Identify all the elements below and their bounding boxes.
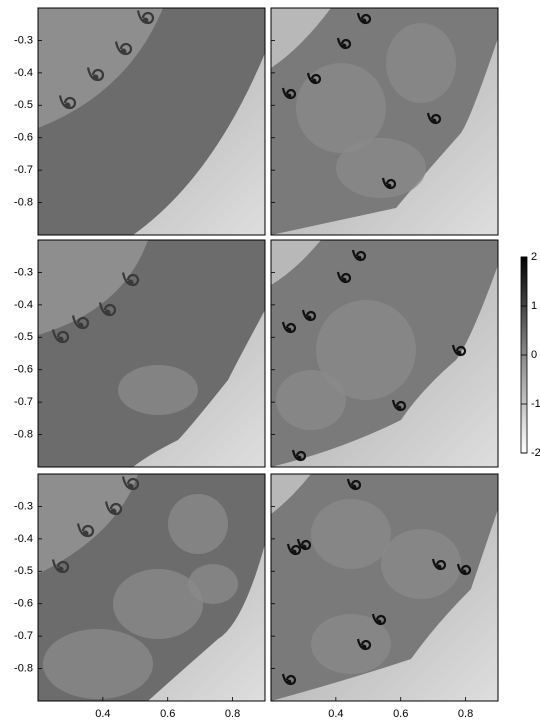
vortex-core <box>352 485 357 490</box>
panel <box>38 474 265 701</box>
colorbar-tick-label: 1 <box>531 300 537 312</box>
field <box>38 474 265 701</box>
vortex-core <box>287 328 292 333</box>
vortex-core <box>111 509 117 515</box>
y-tick-label: -0.5 <box>14 565 33 577</box>
x-tick-label: 0.6 <box>393 708 408 720</box>
light-blob <box>188 564 238 604</box>
page: -0.3 -0.4 -0.5 -0.6 -0.7 -0.8 -0.3 -0.4 -0.5 -0.6… <box>0 0 540 724</box>
vortex-core <box>307 316 312 321</box>
panel <box>271 474 498 701</box>
panel <box>38 8 265 235</box>
y-tick-label: -0.8 <box>14 428 33 440</box>
light-blob <box>276 370 346 430</box>
field <box>271 474 498 701</box>
y-tick-label: -0.7 <box>14 164 33 176</box>
vortex-core <box>437 565 442 570</box>
y-tick-label: -0.6 <box>14 364 33 376</box>
vortex-core <box>128 280 134 286</box>
vortex-core <box>312 79 317 84</box>
vortex-core <box>387 184 392 189</box>
vortex-core <box>342 278 347 283</box>
light-blob <box>311 499 391 569</box>
y-tick-label: -0.5 <box>14 99 33 111</box>
vortex-core <box>287 94 292 99</box>
y-tick-label: -0.4 <box>14 299 33 311</box>
x-tick-label: 0.6 <box>160 708 175 720</box>
panel <box>271 8 498 235</box>
y-tick-label: -0.8 <box>14 196 33 208</box>
colorbar-tick-label: 0 <box>531 349 537 361</box>
colorbar-tick-label: 2 <box>531 251 537 263</box>
y-tick-label: -0.8 <box>14 662 33 674</box>
y-tick-label: -0.6 <box>14 132 33 144</box>
light-blob <box>336 138 426 198</box>
vortex-core <box>78 323 84 329</box>
figure: -0.3 -0.4 -0.5 -0.6 -0.7 -0.8 -0.3 -0.4 -0.5 -0.6… <box>0 0 540 724</box>
y-tick-label: -0.3 <box>14 500 33 512</box>
vortex-core <box>362 19 367 24</box>
vortex-core <box>362 645 367 650</box>
y-tick-label: -0.4 <box>14 67 33 79</box>
vortex-core <box>65 103 71 109</box>
vortex-core <box>432 119 437 124</box>
x-tick-label: 0.8 <box>458 708 473 720</box>
panel <box>38 240 265 467</box>
colorbar-tick-label: -2 <box>531 447 540 459</box>
y-tick-label: -0.7 <box>14 630 33 642</box>
light-blob <box>381 529 461 599</box>
vortex-core <box>143 18 149 24</box>
light-blob <box>118 365 198 415</box>
field <box>38 240 265 467</box>
light-blob <box>43 629 153 699</box>
field <box>271 8 498 235</box>
panel <box>271 240 498 467</box>
light-blob <box>168 494 228 554</box>
vortex-core <box>397 406 402 411</box>
vortex-core <box>93 75 99 81</box>
vortex-core <box>128 484 134 490</box>
x-tick-label: 0.4 <box>95 708 110 720</box>
vortex-core <box>357 256 362 261</box>
field <box>38 8 265 235</box>
vortex-core <box>342 44 347 49</box>
vortex-core <box>58 567 64 573</box>
vortex-core <box>287 680 292 685</box>
vortex-core <box>302 545 307 550</box>
y-tick-label: -0.3 <box>14 34 33 46</box>
y-tick-label: -0.4 <box>14 533 33 545</box>
vortex-core <box>297 456 302 461</box>
panels <box>38 8 498 701</box>
vortex-core <box>457 351 462 356</box>
vortex-core <box>121 49 127 55</box>
vortex-core <box>377 620 382 625</box>
y-tick-label: -0.5 <box>14 331 33 343</box>
light-blob <box>386 23 456 103</box>
vortex-core <box>58 337 64 343</box>
field <box>271 240 498 467</box>
x-tick-label: 0.8 <box>225 708 240 720</box>
y-tick-label: -0.6 <box>14 598 33 610</box>
colorbar-tick-label: -1 <box>531 398 540 410</box>
vortex-core <box>83 531 89 537</box>
x-tick-label: 0.4 <box>328 708 343 720</box>
vortex-core <box>462 570 467 575</box>
y-tick-label: -0.7 <box>14 396 33 408</box>
y-tick-label: -0.3 <box>14 266 33 278</box>
vortex-core <box>105 310 111 316</box>
vortex-core <box>292 550 297 555</box>
